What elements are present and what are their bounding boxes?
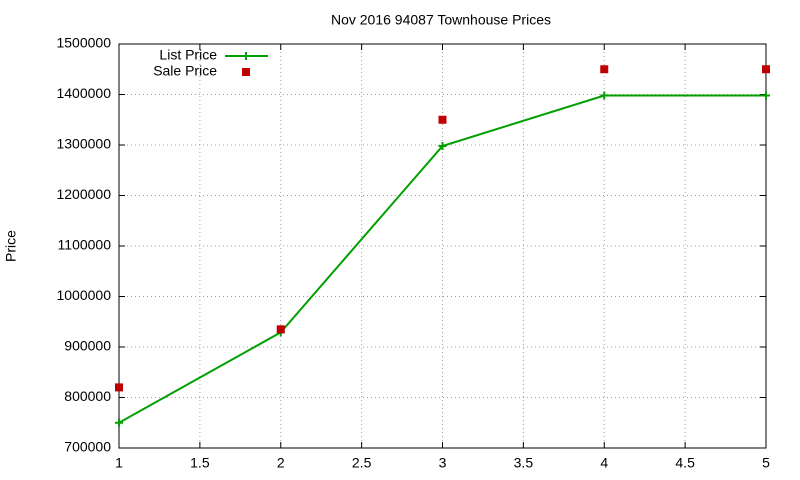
y-axis-label: Price [3, 230, 19, 262]
x-tick-label: 1 [115, 455, 123, 471]
y-tick-label: 1200000 [56, 186, 111, 202]
point-marker [438, 115, 447, 124]
y-tick-label: 1300000 [56, 136, 111, 152]
point-marker [115, 418, 123, 427]
x-tick-label: 2.5 [352, 455, 372, 471]
y-tick-label: 1100000 [58, 237, 112, 253]
x-tick-label: 3.5 [514, 455, 534, 471]
y-tick-label: 1400000 [56, 85, 111, 101]
point-marker [242, 68, 250, 76]
point-marker [276, 325, 285, 334]
point-marker [762, 65, 770, 74]
y-tick-label: 700000 [64, 439, 111, 455]
point-marker [762, 91, 770, 100]
x-tick-label: 5 [762, 455, 770, 471]
y-tick-label: 1500000 [56, 35, 111, 51]
y-tick-label: 1000000 [56, 287, 111, 303]
x-tick-label: 1.5 [190, 455, 210, 471]
chart-title: Nov 2016 94087 Townhouse Prices [331, 12, 551, 28]
x-tick-label: 4.5 [675, 455, 695, 471]
plot-frame [118, 43, 767, 449]
x-tick-label: 4 [600, 455, 608, 471]
legend-label: Sale Price [153, 63, 217, 79]
point-marker [115, 383, 123, 392]
point-marker [242, 52, 250, 60]
x-tick-label: 2 [277, 455, 285, 471]
point-marker [600, 65, 609, 74]
x-tick-label: 3 [439, 455, 447, 471]
y-tick-label: 900000 [64, 338, 111, 354]
y-tick-label: 800000 [64, 388, 111, 404]
point-marker [438, 142, 447, 151]
point-marker [600, 91, 609, 100]
legend-label: List Price [159, 47, 217, 63]
